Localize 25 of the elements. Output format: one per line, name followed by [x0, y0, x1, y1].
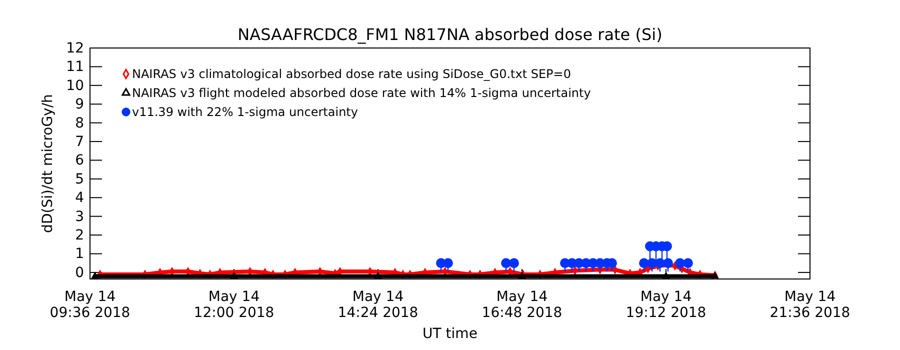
x-tick-label: May 14 09:36 2018 — [50, 289, 130, 321]
y-tick-label: 8 — [75, 115, 84, 132]
y-tick-label: 12 — [66, 40, 84, 56]
y-tick-label: 6 — [75, 152, 84, 169]
y-tick-label: 4 — [75, 190, 84, 206]
chart-title: NASAAFRCDC8_FM1 N817NA absorbed dose rate (Si) — [238, 25, 662, 44]
x-axis-title: UT time — [422, 326, 478, 342]
x-tick-label: May 14 12:00 2018 — [194, 289, 274, 321]
x-tick-label: May 14 16:48 2018 — [482, 289, 562, 321]
y-tick-label: 7 — [75, 134, 84, 150]
x-tick-label: May 14 19:12 2018 — [626, 289, 706, 321]
y-tick-label: 1 — [75, 246, 84, 262]
legend-label: NAIRAS v3 flight modeled absorbed dose rate with 14% 1-sigma uncertainty — [132, 86, 591, 100]
x-tick-label: May 14 14:24 2018 — [338, 289, 418, 321]
y-tick-label: 5 — [75, 171, 84, 188]
y-tick-label: 3 — [75, 208, 84, 225]
y-tick-label: 11 — [66, 59, 84, 76]
legend-label: NAIRAS v3 climatological absorbed dose rate using SiDose_G0.txt SEP=0 — [132, 67, 571, 81]
y-axis-title: dD(Si)/dt microGy/h — [40, 94, 56, 233]
y-tick-label: 0 — [75, 264, 84, 281]
y-tick-label: 9 — [75, 96, 84, 113]
x-tick-label: May 14 21:36 2018 — [770, 289, 850, 321]
y-tick-label: 10 — [66, 78, 84, 94]
y-tick-label: 2 — [75, 228, 84, 244]
legend-label: v11.39 with 22% 1-sigma uncertainty — [132, 105, 358, 119]
